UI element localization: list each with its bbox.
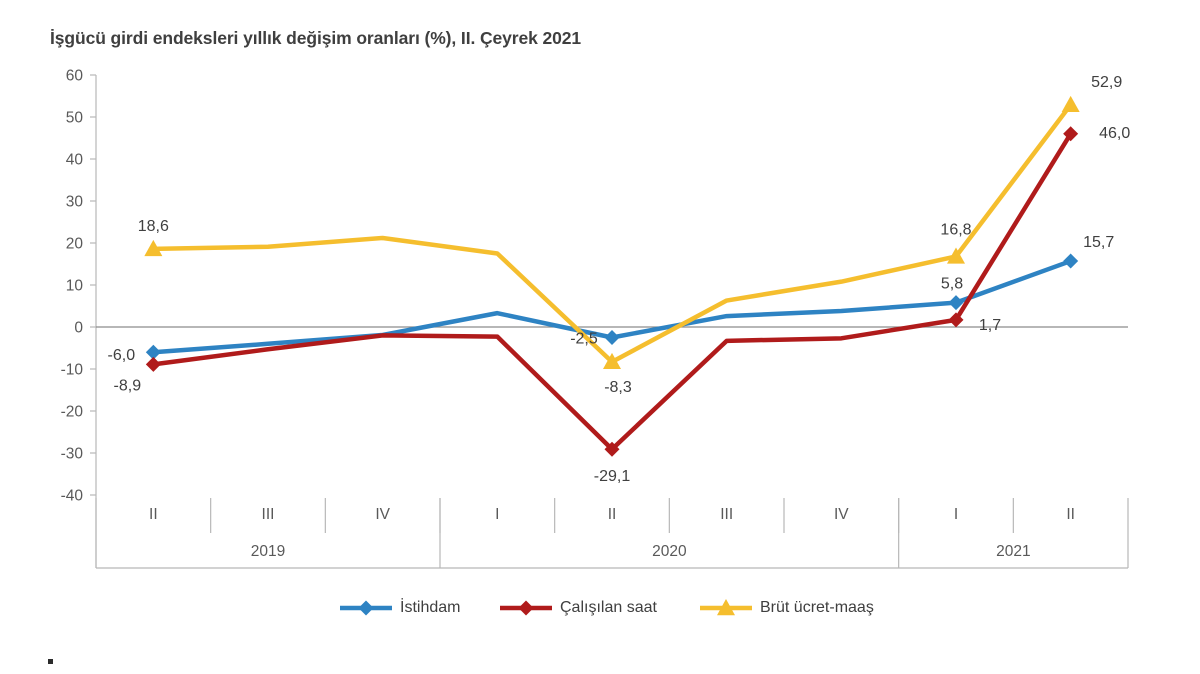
data-label: 52,9 <box>1091 74 1122 91</box>
data-point-marker-i̇stihdam <box>604 330 620 345</box>
x-axis-tick-label: I <box>495 506 499 523</box>
data-label: -29,1 <box>594 468 631 485</box>
data-point-marker-i̇stihdam <box>1063 253 1079 269</box>
x-axis-group-label: 2019 <box>251 543 285 560</box>
legend-marker-2 <box>717 599 735 616</box>
x-axis-tick-label: I <box>954 506 958 523</box>
y-axis-tick-label: 0 <box>74 320 83 337</box>
y-axis-tick-label: 30 <box>66 194 84 211</box>
data-label: 16,8 <box>940 221 971 238</box>
y-axis-tick-label: -30 <box>61 446 84 463</box>
x-axis-tick-label: III <box>262 506 275 523</box>
data-label: -8,9 <box>114 377 142 394</box>
legend-label-2: Brüt ücret-maaş <box>760 599 874 616</box>
data-label: 5,8 <box>941 276 963 293</box>
x-axis-tick-label: II <box>1066 506 1075 523</box>
data-label-group: 18,6 -6,0 -8,9 -2,5 -8,3 -29,1 16,8 5,8 1,7 52,9 4… <box>108 74 1131 485</box>
y-axis-tick-label: 40 <box>66 152 84 169</box>
data-label: 18,6 <box>138 218 169 235</box>
x-axis-tick-label: IV <box>375 506 390 523</box>
data-point-marker-çalışılan-saat <box>145 356 161 372</box>
data-point-marker-çalışılan-saat <box>1063 126 1079 142</box>
data-label: 46,0 <box>1099 125 1130 142</box>
y-axis-tick-label: -40 <box>61 488 84 505</box>
legend-marker-0 <box>358 600 374 616</box>
chart-title: İşgücü girdi endeksleri yıllık değişim o… <box>50 28 582 48</box>
legend-marker-1 <box>518 600 534 616</box>
data-point-marker-çalışılan-saat <box>948 312 964 328</box>
legend-label-0: İstihdam <box>400 597 460 616</box>
x-axis-tick-label: II <box>608 506 617 523</box>
y-axis-tick-label: -10 <box>61 362 84 379</box>
data-point-marker-i̇stihdam <box>145 344 161 360</box>
y-axis-tick-label: 10 <box>66 278 84 295</box>
data-label: -8,3 <box>604 379 632 396</box>
series-group <box>144 95 1080 457</box>
data-point-marker-brüt-ücret-maaş <box>603 352 621 370</box>
data-point-marker-i̇stihdam <box>948 295 964 311</box>
y-axis-tick-label: -20 <box>61 404 84 421</box>
x-axis-tick-label: II <box>149 506 158 523</box>
x-axis-group-label: 2020 <box>652 543 687 560</box>
series-line-çalışılan-saat <box>153 132 1073 452</box>
corner-marker-dot <box>48 659 53 664</box>
legend-label-1: Çalışılan saat <box>560 599 657 616</box>
legend: İstihdam Çalışılan saat Brüt ücret-maaş <box>340 597 874 616</box>
y-axis-tick-label: 20 <box>66 236 84 253</box>
data-point-marker-çalışılan-saat <box>604 441 620 457</box>
x-axis-tick-label: IV <box>834 506 849 523</box>
y-axis-tick-label: 60 <box>66 68 84 85</box>
data-label: -6,0 <box>108 347 136 364</box>
y-axis-tick-label: 50 <box>66 110 84 127</box>
data-label: 1,7 <box>979 317 1001 334</box>
data-label: -2,5 <box>570 331 598 348</box>
data-point-marker-brüt-ücret-maaş <box>144 239 163 257</box>
data-point-marker-brüt-ücret-maaş <box>947 247 965 264</box>
data-point-marker-brüt-ücret-maaş <box>1061 95 1080 113</box>
data-label: 15,7 <box>1083 234 1114 251</box>
x-axis-tick-label: III <box>720 506 733 523</box>
x-axis-group-label: 2021 <box>996 543 1030 560</box>
